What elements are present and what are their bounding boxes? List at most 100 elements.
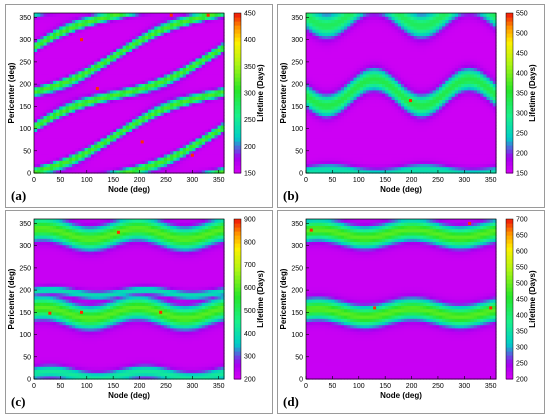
heatmap-cell	[160, 64, 165, 68]
heatmap-cell	[167, 13, 171, 17]
heatmap-cell	[195, 51, 200, 56]
heatmap-cell	[359, 128, 364, 132]
heatmap-cell	[43, 13, 48, 17]
heatmap-cell	[84, 121, 89, 126]
heatmap-cell	[388, 89, 393, 94]
heatmap-cell	[49, 35, 54, 40]
heatmap-cell	[103, 102, 108, 107]
heatmap-cell	[176, 32, 181, 36]
heatmap-cell	[198, 150, 203, 155]
heatmap-cell	[84, 51, 89, 56]
heatmap-cell	[378, 157, 383, 161]
heatmap-cell	[198, 73, 203, 78]
heatmap-cell	[318, 38, 323, 43]
heatmap-cell	[100, 22, 105, 27]
heatmap-cell	[173, 121, 178, 126]
heatmap-cell	[334, 160, 339, 164]
heatmap-cell	[198, 38, 203, 43]
heatmap-cell	[208, 99, 212, 104]
heatmap-cell	[413, 61, 418, 65]
heatmap-cell	[337, 35, 342, 40]
heatmap-cell	[353, 45, 358, 49]
colorbar-segment	[234, 133, 241, 138]
heatmap-cell	[372, 121, 377, 126]
heatmap-cell	[182, 93, 187, 97]
heatmap-cell	[91, 121, 95, 126]
heatmap-cell	[75, 70, 79, 75]
heatmap-cell	[113, 96, 117, 100]
heatmap-cell	[356, 38, 361, 43]
heatmap-cell	[37, 80, 41, 84]
heatmap-cell	[182, 48, 187, 52]
heatmap-cell	[318, 89, 323, 94]
heatmap-cell	[138, 70, 143, 75]
heatmap-cell	[78, 35, 83, 40]
heatmap-cell	[318, 32, 323, 36]
heatmap-cell	[382, 128, 386, 132]
heatmap-cell	[173, 169, 178, 174]
heatmap-cell	[404, 32, 408, 36]
heatmap-cell	[100, 61, 105, 65]
heatmap-cell	[173, 13, 178, 17]
heatmap-cell	[144, 112, 149, 116]
heatmap-cell	[423, 48, 427, 52]
heatmap-cell	[315, 137, 320, 142]
heatmap-cell	[94, 157, 98, 161]
heatmap-cell	[138, 102, 143, 107]
heatmap-cell	[103, 131, 108, 136]
heatmap-cell	[49, 57, 54, 62]
heatmap-cell	[385, 134, 389, 139]
heatmap-cell	[151, 109, 155, 113]
heatmap-cell	[318, 19, 323, 24]
heatmap-cell	[135, 70, 140, 75]
heatmap-cell	[167, 160, 171, 164]
heatmap-cell	[84, 67, 89, 72]
heatmap-cell	[375, 41, 380, 46]
heatmap-cell	[173, 134, 178, 139]
heatmap-cell	[110, 89, 114, 94]
heatmap-cell	[325, 16, 329, 20]
heatmap-cell	[100, 32, 105, 36]
heatmap-cell	[97, 118, 102, 123]
heatmap-cell	[91, 89, 95, 94]
heatmap-cell	[353, 35, 358, 40]
heatmap-cell	[407, 67, 412, 72]
heatmap-cell	[337, 134, 342, 139]
heatmap-cell	[186, 61, 190, 65]
heatmap-cell	[110, 16, 114, 20]
heatmap-cell	[407, 125, 412, 129]
heatmap-cell	[186, 80, 190, 84]
heatmap-cell	[201, 83, 206, 88]
heatmap-cell	[217, 19, 222, 24]
heatmap-cell	[182, 102, 187, 107]
heatmap-cell	[192, 153, 197, 158]
heatmap-cell	[201, 163, 206, 168]
heatmap-cell	[211, 48, 216, 52]
heatmap-cell	[75, 96, 79, 100]
heatmap-cell	[350, 67, 355, 72]
heatmap-cell	[87, 64, 92, 68]
heatmap-cell	[179, 163, 184, 168]
heatmap-cell	[151, 64, 155, 68]
heatmap-cell	[65, 32, 70, 36]
heatmap-cell	[404, 19, 408, 24]
heatmap-cell	[46, 61, 51, 65]
heatmap-cell	[135, 73, 140, 78]
heatmap-cell	[113, 121, 117, 126]
heatmap-cell	[37, 73, 41, 78]
heatmap-cell	[91, 118, 95, 123]
heatmap-cell	[167, 112, 171, 116]
heatmap-cell	[388, 45, 393, 49]
heatmap-cell	[87, 147, 92, 152]
heatmap-cell	[420, 32, 424, 36]
heatmap-cell	[72, 48, 76, 52]
heatmap-cell	[110, 73, 114, 78]
colorbar-segment	[234, 149, 241, 154]
heatmap-cell	[192, 169, 197, 174]
heatmap-cell	[176, 83, 181, 88]
heatmap-cell	[375, 105, 380, 110]
heatmap-cell	[306, 141, 310, 145]
heatmap-cell	[148, 169, 152, 174]
heatmap-cell	[416, 61, 421, 65]
heatmap-cell	[129, 118, 133, 123]
